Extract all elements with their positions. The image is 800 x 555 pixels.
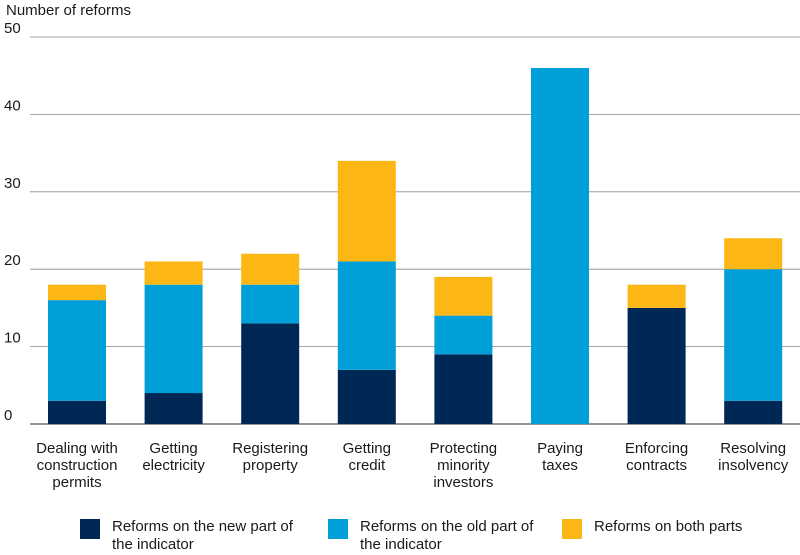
y-tick-label: 20 [4, 252, 21, 269]
legend-item-both: Reforms on both parts [562, 518, 800, 539]
x-category-label: Paying taxes [537, 440, 583, 474]
y-tick-label: 30 [4, 175, 21, 192]
bar-segment [337, 261, 396, 370]
bar-segment [337, 369, 396, 424]
bar-segment [434, 276, 493, 316]
legend-label-new: Reforms on the new part of the indicator [112, 518, 293, 553]
y-axis-ticks: 0 10 20 30 40 50 [4, 20, 21, 424]
bar-segment [241, 323, 300, 424]
x-category-label: Getting credit [342, 440, 391, 474]
y-axis-title: Number of reforms [6, 2, 132, 19]
legend-item-old: Reforms on the old part of the indicator [328, 518, 550, 554]
bars [48, 67, 783, 425]
legend: Reforms on the new part of the indicator… [0, 518, 800, 555]
legend-swatch-new [80, 519, 100, 539]
bar-segment [48, 284, 106, 301]
bar-segment [241, 253, 300, 285]
bar-segment [627, 307, 686, 424]
x-category-label: Getting electricity [142, 440, 205, 474]
bar-segment [434, 354, 493, 424]
bar-segment [724, 269, 783, 401]
y-tick-label: 0 [4, 407, 12, 424]
x-category-label: Registering property [232, 440, 309, 474]
y-tick-label: 40 [4, 97, 21, 114]
y-tick-label: 10 [4, 330, 21, 347]
bar-segment [144, 261, 203, 285]
bar-segment [724, 400, 783, 424]
bar-segment [337, 160, 396, 262]
bar-segment [627, 284, 686, 308]
x-category-label: Dealing with construction permits [36, 440, 118, 491]
x-category-label: Protecting minority investors [429, 440, 498, 491]
legend-swatch-both [562, 519, 582, 539]
legend-swatch-old [328, 519, 348, 539]
legend-label-both: Reforms on both parts [594, 518, 743, 535]
x-category-label: Resolving insolvency [718, 440, 789, 474]
bar-segment [144, 284, 203, 394]
x-category-label: Enforcing contracts [624, 440, 689, 474]
bar-segment [724, 238, 783, 270]
bar-segment [434, 315, 493, 355]
y-tick-label: 50 [4, 20, 21, 37]
bar-segment [144, 393, 203, 424]
bar-segment [48, 300, 106, 401]
bar-segment [48, 400, 106, 424]
bar-segment [531, 67, 589, 425]
legend-label-old: Reforms on the old part of the indicator [360, 518, 534, 553]
legend-item-new: Reforms on the new part of the indicator [80, 518, 302, 554]
bar-segment [241, 284, 300, 324]
